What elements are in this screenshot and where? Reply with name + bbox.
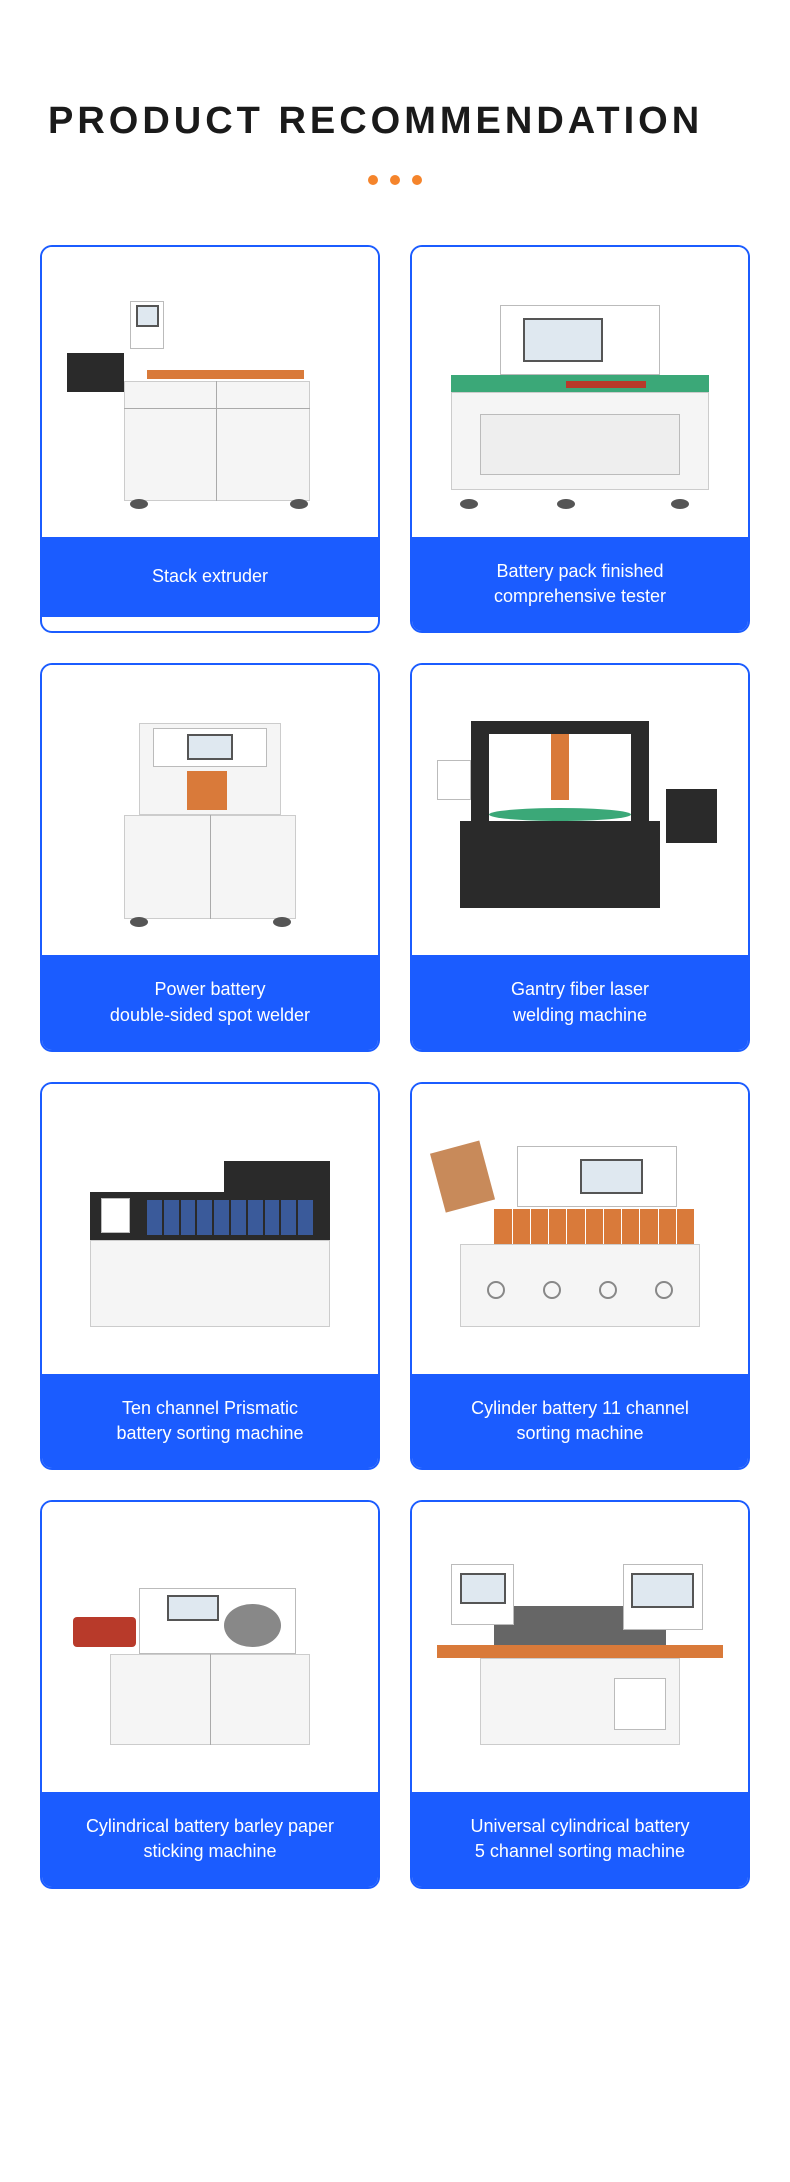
product-card[interactable]: Power battery double-sided spot welder <box>40 663 380 1051</box>
dot-icon <box>412 175 422 185</box>
product-image <box>42 1502 378 1792</box>
product-label: Cylinder battery 11 channel sorting mach… <box>412 1374 748 1468</box>
product-label: Battery pack finished comprehensive test… <box>412 537 748 631</box>
product-card[interactable]: Cylinder battery 11 channel sorting mach… <box>410 1082 750 1470</box>
product-image <box>412 1502 748 1792</box>
product-image <box>412 1084 748 1374</box>
product-card[interactable]: Universal cylindrical battery 5 channel … <box>410 1500 750 1888</box>
product-label: Stack extruder <box>42 537 378 617</box>
page-container: PRODUCT RECOMMENDATION Stac <box>0 0 790 1949</box>
product-grid: Stack extruder Battery pack finished com… <box>40 245 750 1889</box>
product-label: Universal cylindrical battery 5 channel … <box>412 1792 748 1886</box>
page-title: PRODUCT RECOMMENDATION <box>48 100 750 143</box>
product-image <box>412 665 748 955</box>
product-image <box>42 247 378 537</box>
product-image <box>412 247 748 537</box>
product-card[interactable]: Ten channel Prismatic battery sorting ma… <box>40 1082 380 1470</box>
product-label: Ten channel Prismatic battery sorting ma… <box>42 1374 378 1468</box>
product-card[interactable]: Battery pack finished comprehensive test… <box>410 245 750 633</box>
product-card[interactable]: Cylindrical battery barley paper stickin… <box>40 1500 380 1888</box>
product-image <box>42 665 378 955</box>
product-card[interactable]: Gantry fiber laser welding machine <box>410 663 750 1051</box>
product-label: Power battery double-sided spot welder <box>42 955 378 1049</box>
dot-icon <box>368 175 378 185</box>
product-image <box>42 1084 378 1374</box>
product-label: Gantry fiber laser welding machine <box>412 955 748 1049</box>
product-card[interactable]: Stack extruder <box>40 245 380 633</box>
product-label: Cylindrical battery barley paper stickin… <box>42 1792 378 1886</box>
accent-dots <box>40 175 750 185</box>
dot-icon <box>390 175 400 185</box>
